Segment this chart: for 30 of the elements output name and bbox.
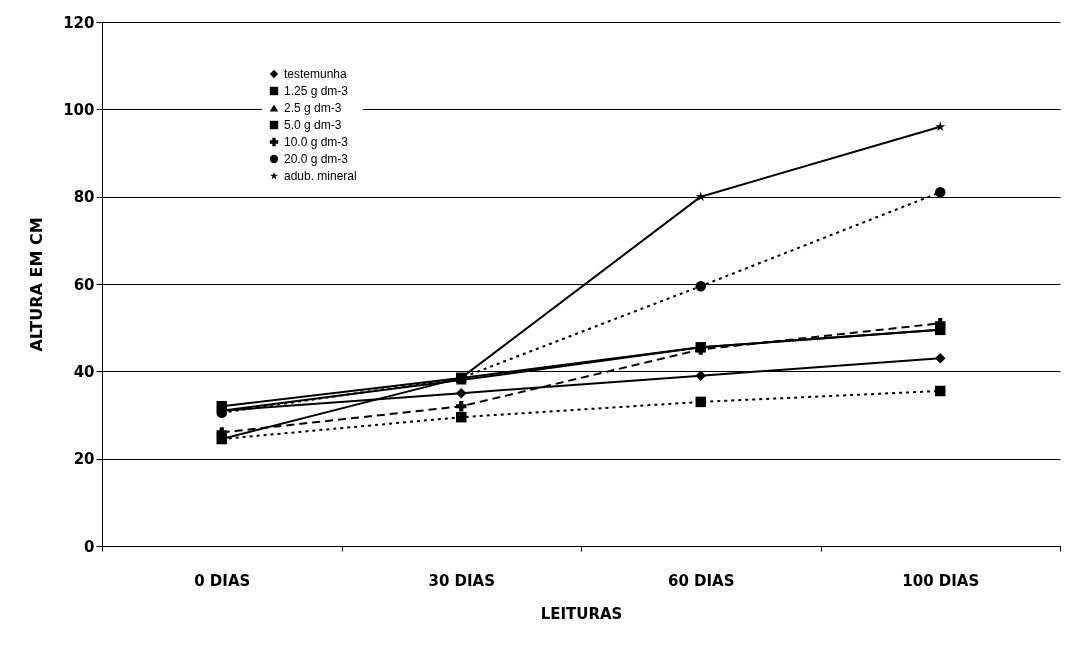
- point: [935, 385, 946, 397]
- y-tick-label: 20: [73, 450, 95, 469]
- point: [935, 187, 946, 198]
- legend-label: testemunha: [284, 67, 348, 81]
- y-tick-label: 120: [63, 13, 95, 32]
- x-tick-label: 0 DIAS: [194, 571, 251, 590]
- point: [695, 370, 706, 381]
- y-axis-title: ALTURA EM CM: [27, 217, 47, 352]
- legend-label: 10.0 g dm-3: [284, 135, 349, 149]
- legend-label: adub. mineral: [284, 169, 357, 183]
- y-tick-label: 40: [73, 362, 95, 381]
- y-tick-label: 60: [73, 275, 95, 294]
- legend-label: 5.0 g dm-3: [284, 118, 342, 132]
- point: [695, 280, 706, 292]
- point: [695, 396, 706, 408]
- point: [935, 121, 946, 132]
- legend-label: 1.25 g dm-3: [284, 84, 349, 98]
- point: [456, 411, 467, 423]
- point: [456, 401, 467, 412]
- point: [935, 352, 946, 364]
- x-tick-label: 60 DIAS: [667, 571, 735, 590]
- x-axis-title: LEITURAS: [540, 604, 623, 623]
- y-tick-label: 100: [63, 100, 95, 119]
- x-tick-label: 30 DIAS: [428, 571, 496, 590]
- legend-label: 20.0 g dm-3: [284, 152, 349, 166]
- legend-label: 2.5 g dm-3: [284, 101, 342, 115]
- x-tick-label: 100 DIAS: [902, 571, 980, 590]
- point: [456, 387, 467, 399]
- y-tick-label: 80: [73, 188, 95, 207]
- y-tick-label: 0: [84, 537, 95, 556]
